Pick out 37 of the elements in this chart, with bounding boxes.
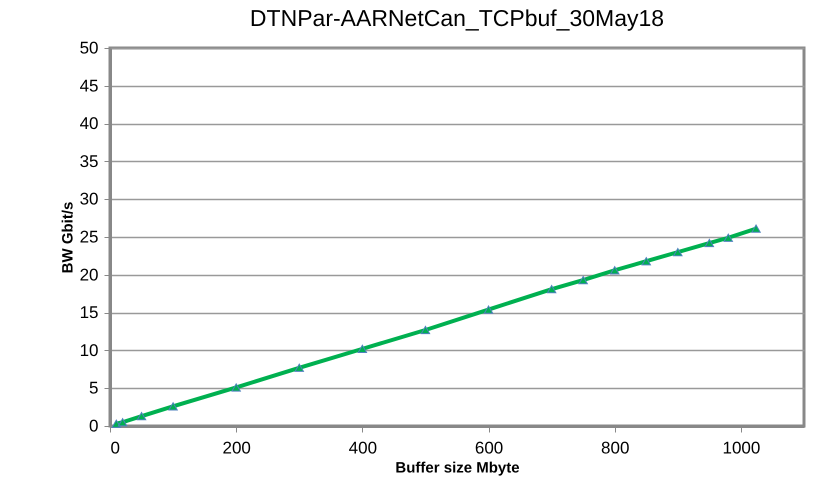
point	[484, 305, 494, 314]
y-tick-label: 50	[80, 38, 98, 58]
point	[610, 266, 620, 274]
x-tick-label: 200	[222, 438, 251, 458]
point	[420, 326, 430, 334]
x-tick-label: 400	[348, 438, 378, 458]
point	[642, 257, 651, 266]
y-tick-label: 0	[89, 416, 98, 436]
y-tick-label: 10	[80, 340, 98, 360]
point	[232, 383, 241, 392]
y-tick-label: 25	[80, 228, 98, 246]
x-axis-title: Buffer size Mbyte	[395, 460, 520, 476]
x-tick-label: 800	[601, 438, 630, 458]
y-tick-label: 45	[80, 76, 98, 96]
point	[136, 412, 146, 420]
x-tick-label: 600	[474, 438, 504, 458]
y-tick-label: 40	[80, 114, 98, 134]
y-tick-label: 15	[80, 303, 98, 322]
point	[112, 420, 121, 428]
x-tick-label: 0	[110, 438, 120, 458]
point	[358, 344, 368, 354]
point	[578, 276, 588, 284]
point	[118, 418, 128, 426]
y-tick-label: 35	[80, 152, 98, 171]
y-tick-label: 5	[89, 378, 98, 398]
chart-title: DTNPar-AARNetCan_TCPbuf_30May18	[250, 5, 664, 31]
point	[724, 234, 733, 242]
point	[704, 238, 714, 248]
point	[168, 402, 178, 410]
y-axis-title: BW Gbit/s	[60, 202, 77, 274]
point	[673, 248, 682, 256]
y-tick-label: 20	[80, 265, 98, 284]
point	[294, 364, 304, 372]
point	[751, 224, 761, 233]
x-tick-label: 1000	[722, 438, 760, 458]
point	[546, 285, 556, 294]
y-tick-label: 30	[80, 190, 98, 209]
